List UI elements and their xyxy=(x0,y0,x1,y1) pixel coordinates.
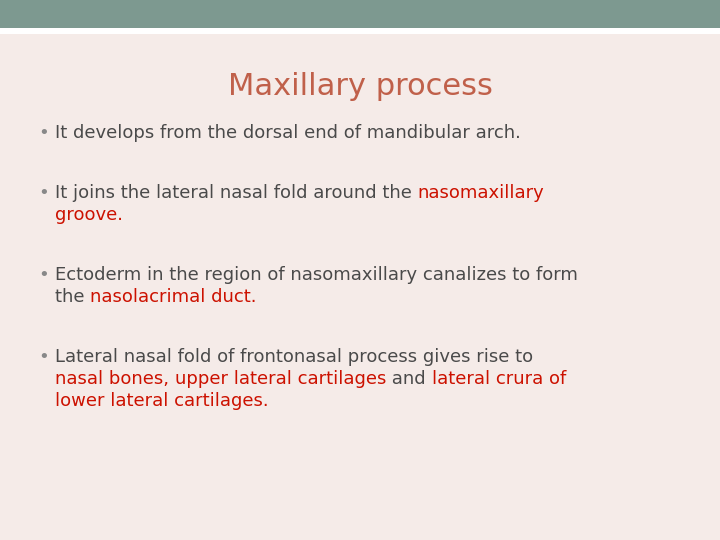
Text: and: and xyxy=(386,370,431,388)
Text: Lateral nasal fold of frontonasal process gives rise to: Lateral nasal fold of frontonasal proces… xyxy=(55,348,533,366)
Text: Ectoderm in the region of nasomaxillary canalizes to form: Ectoderm in the region of nasomaxillary … xyxy=(55,266,578,284)
Text: upper lateral cartilages: upper lateral cartilages xyxy=(175,370,386,388)
Text: lower lateral cartilages.: lower lateral cartilages. xyxy=(55,392,269,410)
Text: •: • xyxy=(38,184,49,202)
Text: the: the xyxy=(55,288,90,306)
Text: •: • xyxy=(38,266,49,284)
Text: nasal bones,: nasal bones, xyxy=(55,370,169,388)
Text: It develops from the dorsal end of mandibular arch.: It develops from the dorsal end of mandi… xyxy=(55,124,521,142)
Text: •: • xyxy=(38,124,49,142)
Text: nasomaxillary: nasomaxillary xyxy=(418,184,544,202)
Text: groove.: groove. xyxy=(55,206,123,224)
Text: It joins the lateral nasal fold around the: It joins the lateral nasal fold around t… xyxy=(55,184,418,202)
Bar xyxy=(0,0,720,28)
Text: Maxillary process: Maxillary process xyxy=(228,72,492,101)
Bar xyxy=(0,28,720,34)
Text: lateral crura of: lateral crura of xyxy=(431,370,566,388)
Text: nasolacrimal duct.: nasolacrimal duct. xyxy=(90,288,257,306)
Text: •: • xyxy=(38,348,49,366)
